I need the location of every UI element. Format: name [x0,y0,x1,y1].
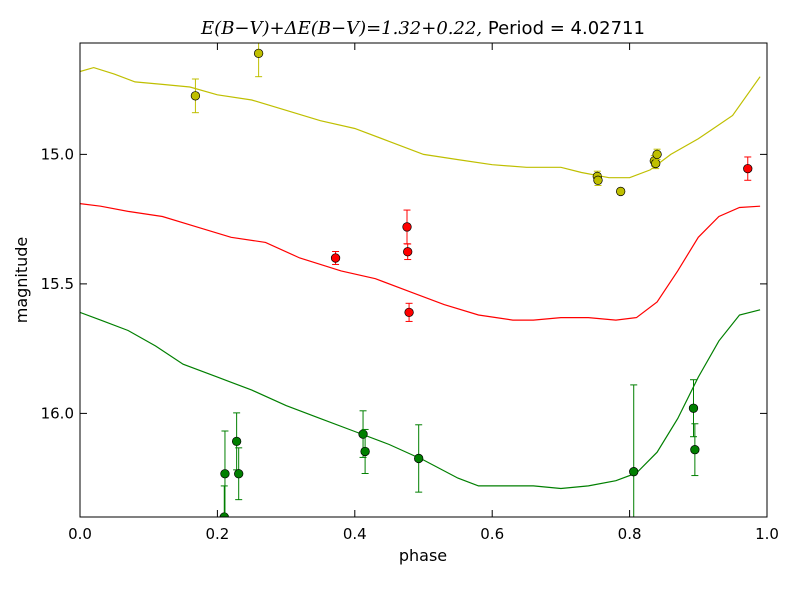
y-tick-label: 15.5 [41,275,74,293]
chart-title-period: Period = 4.02711 [482,18,645,39]
chart-title: E(B−V)+ΔE(B−V)=1.32+0.22, Period = 4.027… [200,18,645,39]
series-2-point-3 [234,469,244,479]
x-tick-label: 0.4 [343,525,367,543]
series-1-fit-curve [80,203,761,321]
series-0-point-3 [593,175,603,185]
series-1-point-1 [402,222,412,232]
series-0-point-1 [253,48,264,59]
series-2-point-5 [360,446,370,457]
x-tick-label: 0.8 [618,525,642,543]
series-2-point-1 [220,469,230,479]
series-2-point-0 [219,512,229,517]
x-tick-label: 0.0 [68,525,92,543]
axes-frame [79,42,768,518]
x-tick-label: 0.6 [480,525,504,543]
series-1-point-0 [330,253,341,263]
y-tick-label: 15.0 [41,145,74,163]
series-2-point-9 [690,445,700,455]
plot-area: 0.0 0.2 0.4 0.6 0.8 1.0 15.0 15.5 16.0 [41,42,779,543]
chart-title-math: E(B−V)+ΔE(B−V)=1.32+0.22, [200,18,482,39]
series-1-point-3 [404,307,414,318]
series-2-fit-curve [80,309,761,490]
series-1-point-4 [743,163,753,174]
x-tick-label: 1.0 [755,525,779,543]
series-0-fit-curve [80,66,761,179]
x-tick-label: 0.2 [205,525,229,543]
series-2-point-4 [358,429,368,439]
series-1-point-2 [403,247,413,257]
series-0-point-4 [616,186,626,197]
y-tick-label: 16.0 [41,404,74,422]
series-2-point-6 [414,453,424,464]
series-2-point-2 [231,436,242,447]
x-axis-label: phase [399,546,447,565]
series-0-point-7 [652,149,662,160]
series-0-point-6 [651,158,661,169]
series-2-point-8 [688,403,699,413]
series-0-point-0 [190,91,201,101]
data-layer [80,43,761,517]
y-axis-label: magnitude [12,237,31,324]
series-2-point-7 [629,467,639,477]
